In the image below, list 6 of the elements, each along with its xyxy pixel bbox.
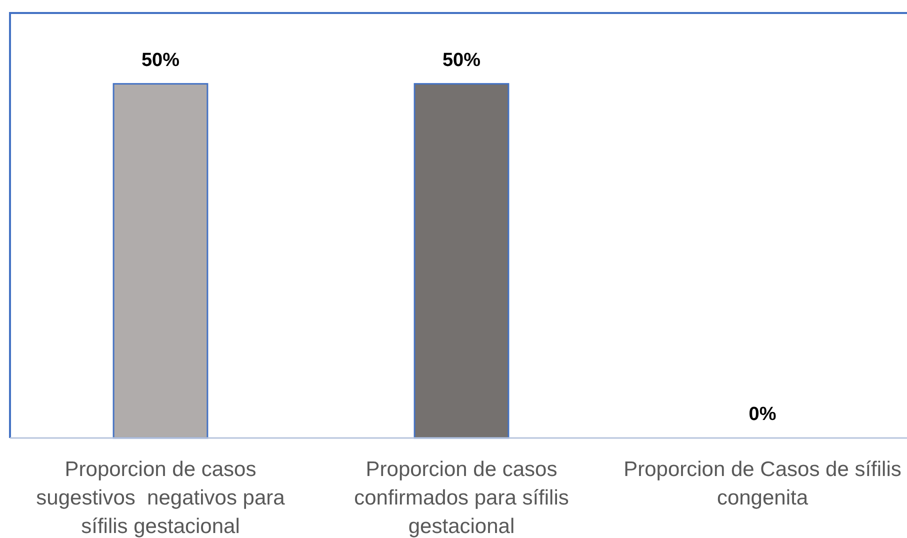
data-label: 50%	[442, 50, 481, 71]
x-tick-label: Proporcion de Casos de sífilis congenita	[624, 458, 902, 510]
data-label: 50%	[141, 50, 180, 71]
x-tick-label: Proporcion de casos confirmados para sífilis gestacional	[354, 458, 569, 538]
x-tick-label: Proporcion de casos sugestivos negativos para sífilis gestacional	[36, 458, 286, 538]
data-label: 0%	[748, 404, 776, 425]
